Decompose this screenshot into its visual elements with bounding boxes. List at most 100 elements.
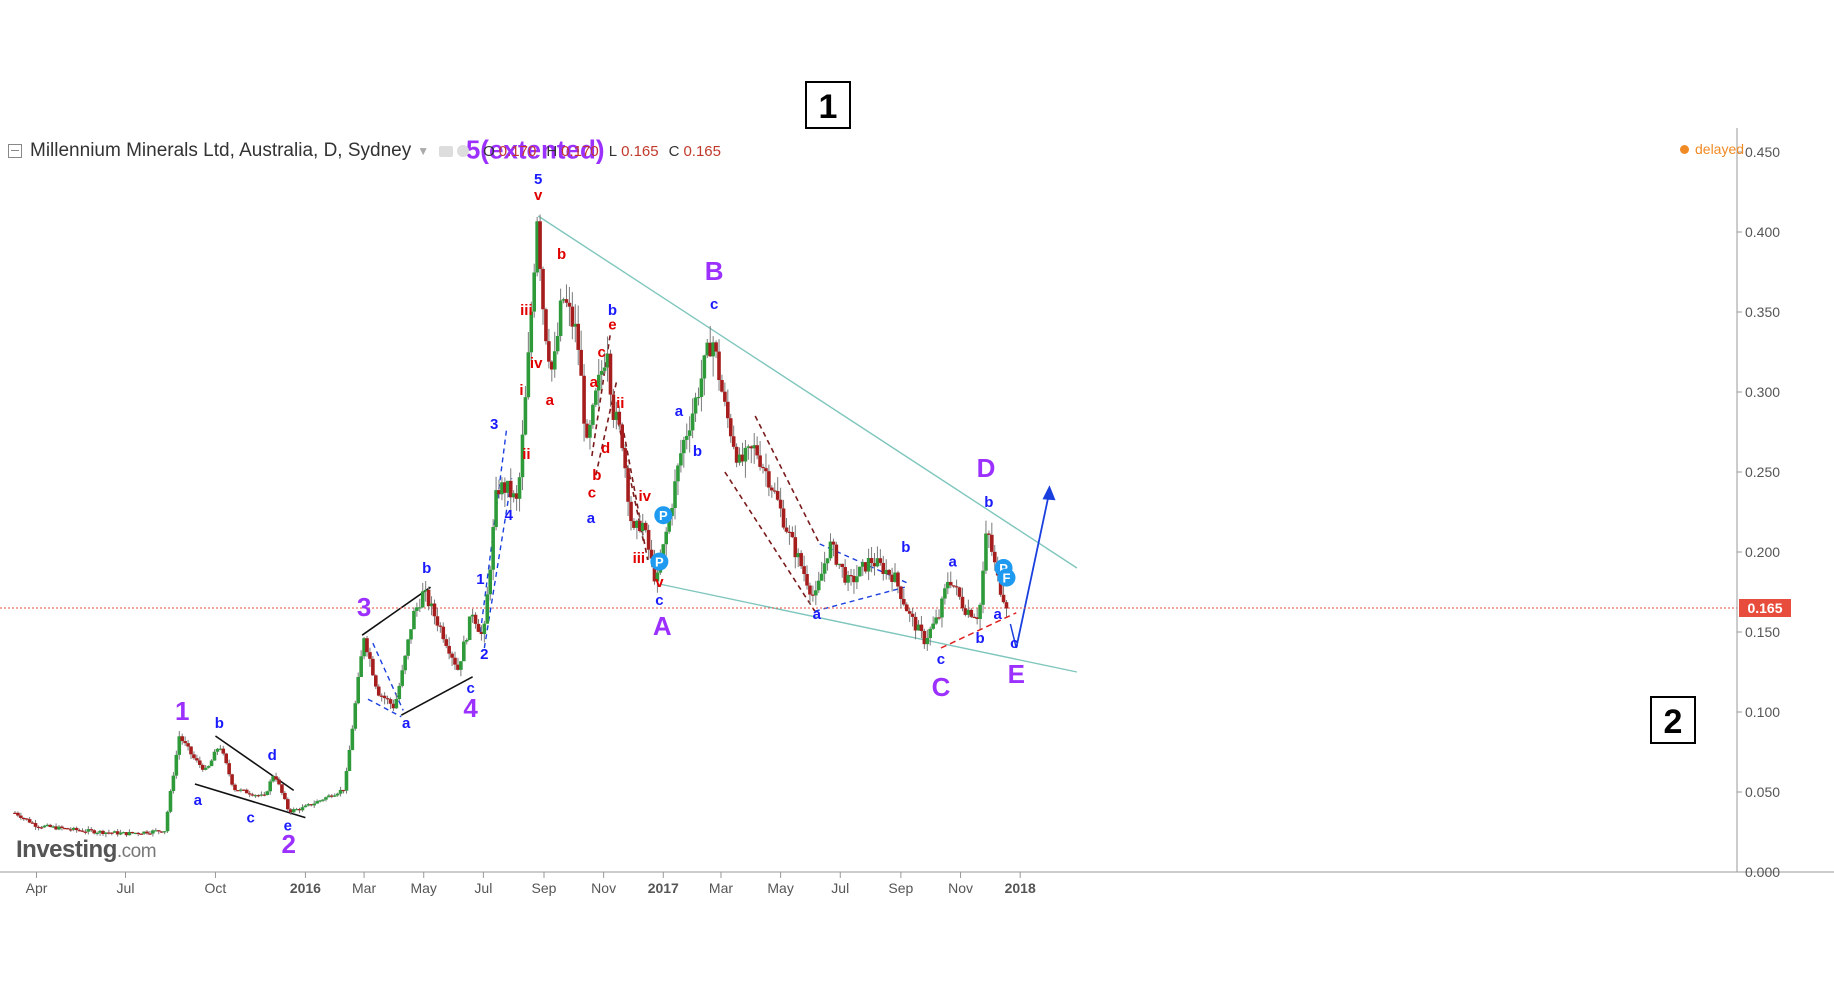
marker-label: F: [1003, 571, 1011, 586]
gear-icon[interactable]: [457, 145, 470, 157]
y-tick-label: 0.400: [1745, 224, 1780, 240]
wave-label: B: [705, 256, 724, 286]
candle-body: [485, 594, 490, 624]
candle-body: [758, 455, 762, 467]
candle-body: [118, 832, 123, 835]
low-label: L: [608, 142, 618, 160]
candle-body: [127, 831, 132, 836]
candle-body: [872, 563, 877, 567]
candle-body: [291, 809, 296, 813]
candle-body: [594, 390, 598, 405]
candle-body: [858, 566, 862, 577]
chart-header: Millennium Minerals Ltd, Australia, D, S…: [8, 140, 731, 162]
candle-body: [928, 628, 933, 639]
candle-body: [462, 641, 466, 662]
high-value: 0.170: [561, 142, 599, 160]
candle-body: [855, 576, 859, 583]
camera-icon[interactable]: [439, 145, 454, 157]
wave-label: d: [268, 747, 277, 764]
x-tick-label: Jul: [117, 880, 135, 896]
wave-label: iii: [633, 550, 646, 567]
candle-body: [242, 789, 246, 791]
candle-body: [189, 746, 193, 755]
wave-label: a: [590, 374, 599, 391]
wave-label: b: [976, 630, 985, 647]
candle-body: [687, 430, 692, 436]
candle-body: [429, 603, 434, 607]
candle-body: [39, 827, 44, 829]
candle-body: [981, 570, 985, 605]
wave-label: v: [534, 187, 543, 204]
candle-body: [36, 826, 41, 829]
candle-body: [711, 342, 715, 357]
wave-label: D: [977, 453, 996, 483]
candle-body: [338, 789, 343, 794]
investing-logo: Investing.com: [16, 836, 157, 864]
collapse-icon[interactable]: [8, 144, 22, 158]
candle-body: [617, 411, 622, 425]
candle-body: [379, 695, 384, 697]
candle-body: [676, 465, 680, 482]
logo-main: Investing: [16, 836, 117, 863]
candle-body: [661, 544, 666, 561]
candle-body: [781, 508, 786, 528]
candle-body: [723, 391, 727, 402]
candle-body: [297, 809, 302, 811]
candle-body: [344, 771, 349, 791]
candle-body: [136, 832, 141, 835]
candle-body: [992, 551, 997, 563]
candle-body: [420, 591, 425, 608]
x-tick-label: Jul: [831, 880, 849, 896]
brown-channel-lower: [724, 471, 816, 612]
candle-body: [60, 826, 64, 829]
candle-body: [596, 374, 601, 391]
candle-body: [896, 572, 900, 587]
x-tick-label: Mar: [709, 880, 733, 896]
candle-body: [256, 795, 261, 797]
candle-body: [500, 482, 504, 495]
wave-label: c: [937, 651, 945, 668]
candle-body: [720, 379, 724, 392]
candle-body: [221, 748, 226, 754]
candle-body: [1001, 594, 1006, 603]
candle-body: [778, 499, 783, 509]
x-tick-label: Mar: [352, 880, 376, 896]
close-value: 0.165: [683, 142, 721, 160]
candle-body: [303, 805, 308, 808]
candle-body: [159, 831, 164, 833]
wave-label: C: [932, 672, 951, 702]
instrument-name[interactable]: Millennium Minerals Ltd, Australia, D, S…: [30, 140, 412, 161]
candle-body: [511, 493, 516, 498]
candle-body: [400, 670, 405, 686]
candle-body: [726, 401, 730, 419]
candle-body: [655, 572, 660, 582]
y-tick-label: 0.350: [1745, 304, 1780, 320]
candle-body: [388, 699, 393, 704]
wave-label: b: [608, 302, 617, 319]
candle-body: [274, 776, 278, 780]
candle-body: [555, 335, 560, 352]
last-price-value: 0.165: [1747, 600, 1782, 616]
candle-body: [608, 353, 613, 395]
wave-label: a: [675, 403, 684, 420]
candle-body: [124, 832, 129, 836]
chevron-down-icon[interactable]: ▼: [417, 144, 430, 158]
candle-body: [98, 830, 102, 833]
candle-body: [520, 434, 525, 478]
wave-label: b: [901, 539, 910, 556]
candle-body: [80, 830, 85, 832]
candle-body: [705, 342, 710, 356]
delayed-badge: delayed: [1680, 141, 1744, 157]
wave-label: b: [592, 467, 601, 484]
candle-body: [550, 361, 554, 370]
candle-body: [473, 614, 478, 624]
candle-body: [57, 826, 61, 830]
candle-body: [811, 594, 815, 596]
candle-body: [884, 569, 889, 575]
candle-body: [819, 573, 824, 581]
candle-body: [541, 268, 545, 310]
candle-body: [579, 349, 583, 376]
candle-body: [822, 563, 827, 574]
wave-label: d: [601, 440, 610, 457]
